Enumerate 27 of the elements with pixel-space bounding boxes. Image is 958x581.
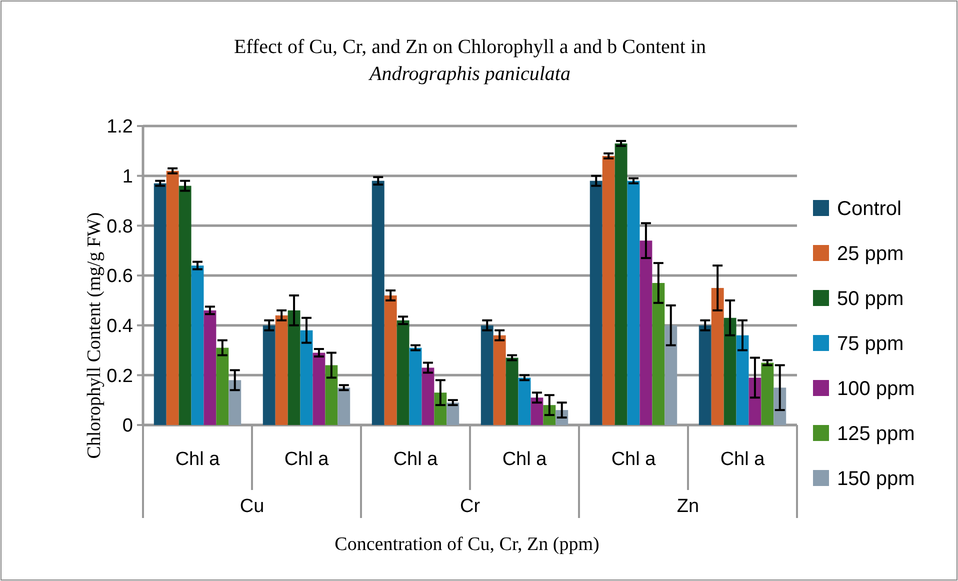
x-tick-label: Chl a bbox=[502, 449, 548, 470]
x-tick-label: Chl a bbox=[284, 449, 330, 470]
x-tick-label: Chl a bbox=[611, 449, 656, 470]
y-tick-label: 0.8 bbox=[106, 216, 133, 238]
chart-title: Effect of Cu, Cr, and Zn on Chlorophyll a and b Content in bbox=[234, 36, 706, 58]
legend-label: 100 ppm bbox=[837, 378, 915, 400]
legend-label: 50 ppm bbox=[837, 288, 904, 310]
y-tick-label: 0.2 bbox=[106, 366, 133, 387]
legend-label: 75 ppm bbox=[837, 333, 904, 355]
x-tick-label: Chl a bbox=[393, 449, 438, 470]
x-tick-label: Chl a bbox=[720, 449, 766, 470]
y-axis-title: Chlorophyll Content (mg/g FW) bbox=[84, 212, 105, 459]
legend-label: 150 ppm bbox=[837, 468, 915, 490]
y-tick-label: 0.6 bbox=[106, 266, 133, 288]
text: Zn bbox=[676, 496, 700, 517]
legend-label: 125 ppm bbox=[837, 423, 915, 445]
text: Cr bbox=[460, 496, 481, 517]
x-tick-label: Chl a bbox=[175, 449, 220, 470]
legend-label: Control bbox=[837, 198, 902, 220]
chart-subtitle: Andrographis paniculata bbox=[368, 63, 570, 85]
x-axis-title: Concentration of Cu, Cr, Zn (ppm) bbox=[334, 534, 600, 555]
text: Cu bbox=[240, 496, 264, 517]
y-tick-label: 1 bbox=[122, 166, 133, 188]
y-tick-label: 1.2 bbox=[106, 116, 133, 138]
y-tick-label: 0 bbox=[122, 416, 133, 437]
legend-label: 25 ppm bbox=[837, 243, 904, 265]
y-tick-label: 0.4 bbox=[106, 316, 134, 337]
